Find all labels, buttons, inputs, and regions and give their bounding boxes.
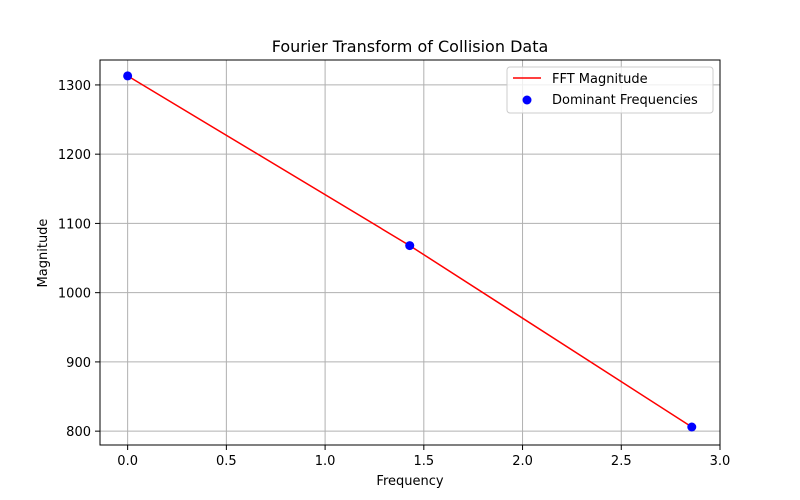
y-axis-title: Magnitude <box>36 219 51 288</box>
y-tick-label: 1100 <box>58 217 91 232</box>
x-tick-label: 1.0 <box>315 454 336 469</box>
dominant-frequency-point <box>123 71 133 81</box>
y-tick-label: 1000 <box>58 287 91 302</box>
x-tick-label: 2.5 <box>611 454 632 469</box>
x-axis-title: Frequency <box>376 474 443 489</box>
legend: FFT Magnitude Dominant Frequencies <box>506 66 714 114</box>
plot-frame <box>99 59 721 446</box>
chart-title: Fourier Transform of Collision Data <box>272 37 549 56</box>
x-tick-label: 2.0 <box>512 454 533 469</box>
legend-box <box>506 66 714 114</box>
legend-dot-swatch <box>522 95 532 105</box>
data-layer <box>123 71 697 432</box>
y-tick-label: 1200 <box>58 148 91 163</box>
x-tick-label: 0.5 <box>216 454 237 469</box>
dominant-frequency-point <box>687 422 697 432</box>
x-tick-label: 3.0 <box>710 454 731 469</box>
ticks-layer: 0.0 0.5 1.0 1.5 2.0 2.5 3.0 800 900 1000 1100 1200 1… <box>58 79 730 469</box>
x-tick-label: 1.5 <box>413 454 434 469</box>
dominant-frequency-point <box>405 241 415 251</box>
y-tick-label: 1300 <box>58 79 91 94</box>
y-tick-label: 800 <box>66 425 91 440</box>
legend-label-fft-magnitude: FFT Magnitude <box>552 72 648 87</box>
y-tick-label: 900 <box>66 356 91 371</box>
legend-label-dominant-frequencies: Dominant Frequencies <box>552 93 698 108</box>
x-tick-label: 0.0 <box>117 454 138 469</box>
grid-layer <box>100 60 721 445</box>
